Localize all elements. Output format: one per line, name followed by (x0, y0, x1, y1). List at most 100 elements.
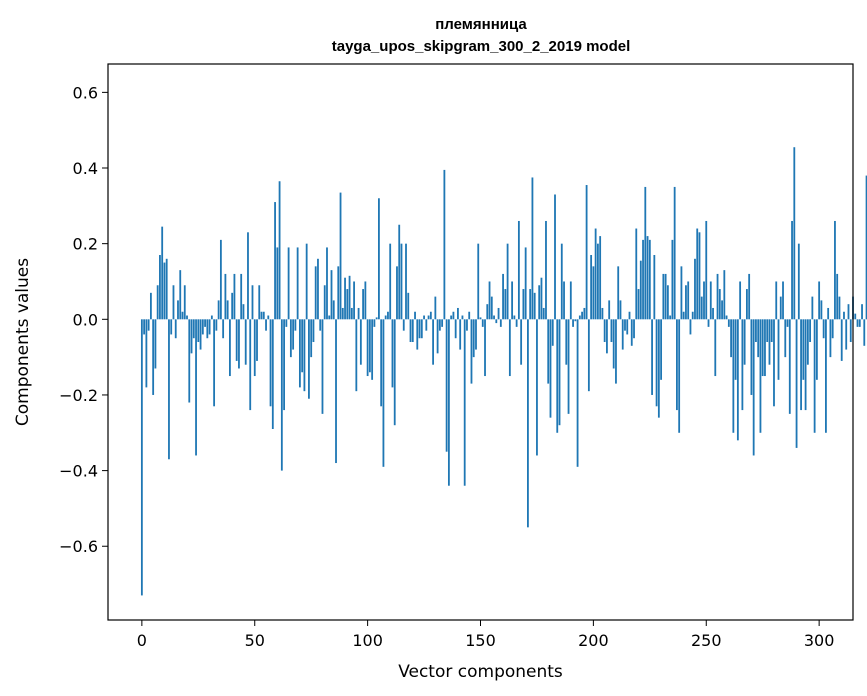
bar (696, 228, 699, 320)
bar (312, 319, 315, 342)
bar (542, 307, 545, 320)
bar (168, 319, 170, 460)
bar (452, 311, 455, 320)
bar (335, 319, 337, 464)
bar (249, 319, 252, 411)
bar (797, 243, 800, 320)
bar (186, 315, 188, 320)
bar (770, 319, 773, 342)
bar (378, 198, 380, 320)
bar (195, 319, 197, 456)
bar (784, 319, 787, 358)
bar (450, 315, 453, 320)
bar (434, 296, 437, 320)
bar (520, 319, 523, 365)
bar (305, 243, 308, 320)
bar (856, 319, 859, 327)
bar (843, 311, 845, 320)
bar (348, 275, 351, 320)
bar (204, 319, 206, 327)
bar (208, 319, 211, 335)
bar (384, 315, 387, 320)
bar (585, 185, 588, 320)
bar (217, 300, 220, 320)
bar (364, 281, 367, 320)
bar (818, 281, 821, 320)
bar (375, 317, 378, 320)
bar (666, 285, 669, 320)
bar (461, 315, 464, 320)
bar (346, 289, 349, 320)
bar (468, 311, 471, 320)
bar (382, 319, 385, 467)
bar (274, 202, 276, 320)
bar (463, 319, 466, 486)
bar (680, 266, 683, 320)
y-axis-label: Components values (13, 258, 33, 426)
bar (725, 315, 728, 320)
bar (154, 319, 157, 369)
bar (601, 307, 604, 320)
bar (757, 319, 760, 358)
bar (493, 315, 495, 320)
bar (540, 277, 543, 320)
bar (524, 247, 527, 320)
bar (298, 319, 301, 388)
bar (671, 239, 674, 320)
bar (556, 319, 559, 433)
bar (215, 319, 218, 331)
bar (459, 319, 462, 350)
bar (418, 319, 421, 339)
bar (687, 281, 690, 320)
bar (578, 315, 581, 320)
bar (795, 319, 798, 448)
bar (411, 319, 414, 342)
bar (840, 319, 843, 361)
bar (174, 319, 177, 339)
bar (400, 243, 403, 320)
bar (660, 319, 663, 380)
bar (809, 319, 812, 342)
bar (391, 319, 394, 388)
bar (863, 319, 866, 346)
bar (289, 319, 292, 358)
bar (802, 319, 805, 380)
bar (567, 319, 570, 414)
bar (265, 319, 267, 331)
bar (319, 319, 322, 331)
bar (278, 181, 281, 320)
bar (646, 236, 649, 320)
bar (657, 319, 660, 418)
bar (145, 319, 148, 388)
bar (565, 319, 568, 365)
bar (676, 319, 678, 411)
bar (247, 232, 249, 320)
bar (170, 319, 173, 335)
bar (495, 319, 498, 324)
bar (827, 307, 830, 320)
bar (788, 319, 791, 414)
bar (685, 285, 687, 320)
bar (280, 319, 283, 471)
bar (339, 192, 342, 320)
bar (368, 319, 371, 373)
bar (472, 319, 475, 358)
bar (590, 255, 593, 320)
bar (457, 307, 459, 320)
bar (727, 319, 730, 327)
bar (253, 319, 256, 377)
bar (323, 285, 326, 320)
bar (287, 247, 290, 320)
bar (454, 319, 457, 339)
bar (283, 319, 285, 411)
bar (240, 273, 243, 320)
bar (750, 319, 753, 395)
chart-subtitle: tayga_upos_skipgram_300_2_2019 model (332, 38, 631, 55)
bar (506, 243, 509, 320)
bar (637, 289, 640, 320)
bar (718, 289, 721, 320)
bar (423, 315, 425, 320)
bar (596, 243, 599, 320)
bar (836, 273, 839, 320)
bar (224, 273, 227, 320)
